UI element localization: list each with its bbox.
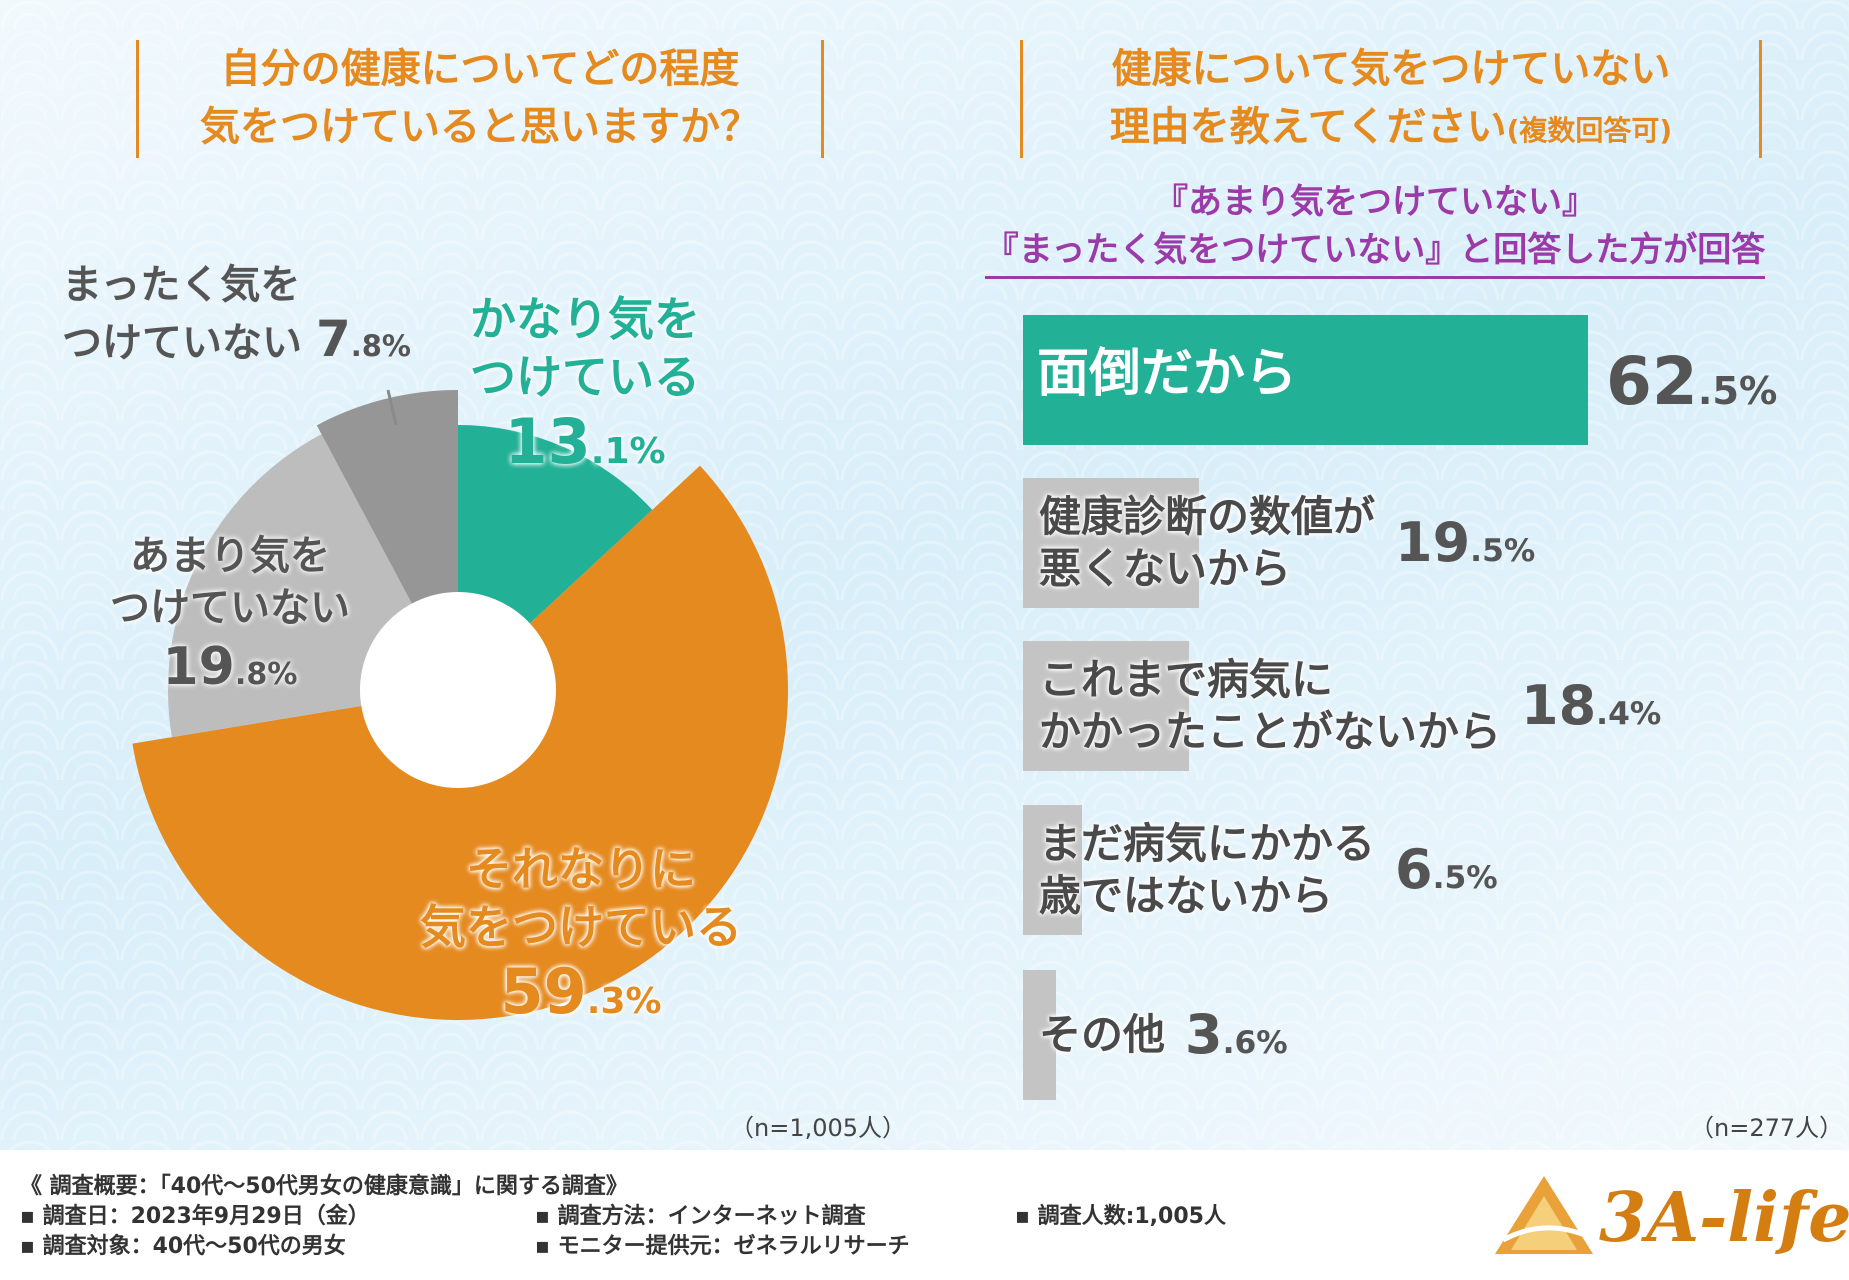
pie-label-not-very-careful: あまり気を つけていない 19.8% bbox=[110, 530, 350, 708]
pie-value-not-careful-at-all: 7.8% bbox=[315, 310, 411, 368]
leader-line bbox=[386, 389, 398, 426]
pie-label-very-careful: かなり気を つけている 13.1% bbox=[470, 290, 700, 488]
respondent-qualifier: 『あまり気をつけていない』 『まったく気をつけていない』と回答した方が回答 bbox=[955, 178, 1795, 279]
bar-label-other: その他 bbox=[1039, 1010, 1166, 1059]
pie-label-not-very-careful-line1: あまり気を bbox=[130, 533, 330, 579]
survey-summary: 《 調査概要：「40代～50代男女の健康意識」に関する調査》 bbox=[20, 1174, 628, 1199]
left-chart-title: 自分の健康についてどの程度 気をつけていると思いますか？ bbox=[136, 40, 824, 158]
donut-chart bbox=[132, 389, 789, 1021]
bar-value-other: 3.6% bbox=[1185, 1003, 1288, 1066]
bar-value-never-sick: 18.4% bbox=[1521, 674, 1662, 737]
bar-value-troublesome: 62.5% bbox=[1606, 343, 1778, 420]
logo-text: 3A-life bbox=[1599, 1178, 1849, 1258]
brand-logo: 3A-life bbox=[1489, 1170, 1849, 1260]
pie-label-not-careful-at-all-line2: つけていない bbox=[62, 320, 302, 366]
bar-too-young bbox=[1023, 805, 1082, 935]
pie-label-not-careful-at-all-line1: まったく気を bbox=[62, 262, 301, 308]
pie-label-not-very-careful-line2: つけていない bbox=[110, 585, 350, 631]
right-title-line2: 理由を教えてください bbox=[1109, 104, 1507, 150]
bar-never-sick bbox=[1023, 641, 1190, 771]
left-title-line1: 自分の健康についてどの程度 bbox=[220, 46, 740, 92]
bar-value-too-young: 6.5% bbox=[1395, 838, 1498, 901]
survey-method: ▪ 調査方法：インターネット調査 bbox=[535, 1204, 866, 1229]
survey-provider: ▪ モニター提供元：ゼネラルリサーチ bbox=[535, 1234, 910, 1259]
survey-target: ▪ 調査対象：40代～50代の男女 bbox=[20, 1234, 346, 1259]
pie-label-moderately-careful-line2: 気をつけている bbox=[420, 900, 742, 954]
pie-value-very-careful: 13.1% bbox=[504, 405, 666, 478]
qualifier-line1: 『あまり気をつけていない』 bbox=[1154, 182, 1596, 222]
pie-value-not-very-careful: 19.8% bbox=[162, 637, 298, 697]
bar-value-checkup-ok: 19.5% bbox=[1395, 511, 1536, 574]
bar-label-troublesome: 面倒だから bbox=[1037, 344, 1298, 404]
pie-label-not-careful-at-all: まったく気を つけていない 7.8% bbox=[62, 258, 411, 373]
pie-label-very-careful-line2: つけている bbox=[470, 350, 700, 404]
donut-hole bbox=[360, 592, 556, 788]
qualifier-line2: 『まったく気をつけていない』と回答した方が回答 bbox=[984, 226, 1766, 279]
bar-checkup-ok bbox=[1023, 478, 1200, 608]
right-title-line2-wrap: 理由を教えてください(複数回答可) bbox=[1041, 98, 1741, 160]
pie-label-very-careful-line1: かなり気を bbox=[470, 292, 700, 346]
pie-value-moderately-careful: 59.3% bbox=[500, 955, 662, 1028]
bar-troublesome bbox=[1023, 315, 1588, 445]
pie-label-moderately-careful: それなりに 気をつけている 59.3% bbox=[420, 840, 742, 1038]
bar-label-too-young: まだ病気にかかる 歳ではないから bbox=[1039, 819, 1376, 920]
bar-other bbox=[1023, 970, 1056, 1100]
pie-label-moderately-careful-line1: それなりに bbox=[466, 842, 696, 896]
right-sample-size: （n=277人） bbox=[1690, 1114, 1844, 1142]
right-title-line1: 健康について気をつけていない bbox=[1111, 46, 1671, 92]
right-title-note: (複数回答可) bbox=[1506, 114, 1673, 147]
bar-label-never-sick: これまで病気に かかったことがないから bbox=[1039, 655, 1502, 756]
right-chart-title: 健康について気をつけていない 理由を教えてください(複数回答可) bbox=[1020, 40, 1762, 158]
bar-label-checkup-ok: 健康診断の数値が 悪くないから bbox=[1039, 492, 1376, 593]
logo-mark-icon bbox=[1495, 1176, 1593, 1254]
left-title-line2: 気をつけていると思いますか？ bbox=[200, 104, 760, 150]
survey-date: ▪ 調査日：2023年9月29日（金） bbox=[20, 1204, 370, 1229]
left-sample-size: （n=1,005人） bbox=[730, 1114, 907, 1142]
survey-count: ▪ 調査人数:1,005人 bbox=[1015, 1204, 1226, 1229]
